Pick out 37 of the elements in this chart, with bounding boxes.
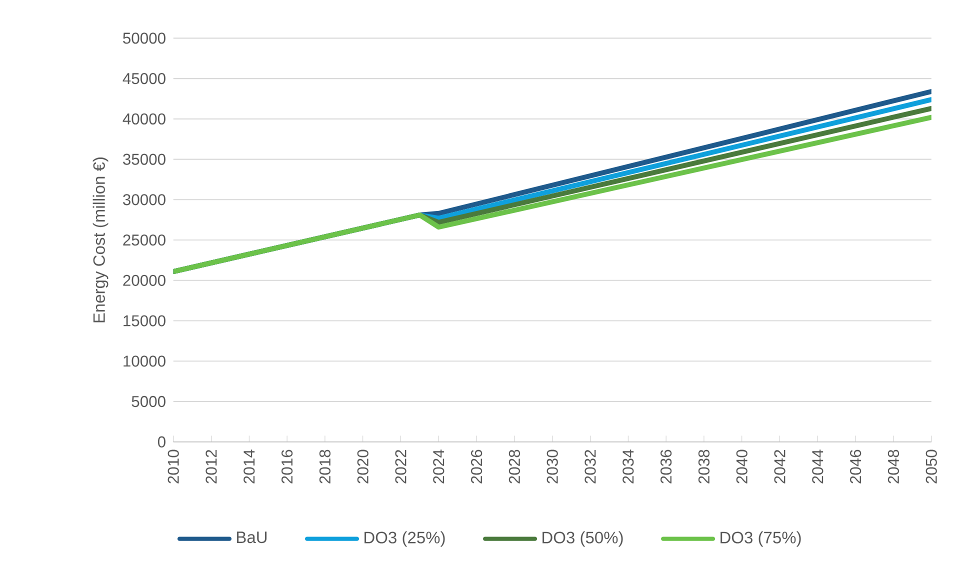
x-tick-label: 2044 <box>812 450 824 484</box>
legend-label: DO3 (25%) <box>364 531 445 547</box>
y-tick-label: 20000 <box>123 274 166 286</box>
legend-label: DO3 (75%) <box>720 531 801 547</box>
x-tick-label: 2024 <box>433 450 444 484</box>
x-tick-label: 2034 <box>622 450 634 484</box>
y-tick-label: 5000 <box>132 396 166 408</box>
x-tick-label: 2030 <box>546 450 558 484</box>
x-tick-label: 2046 <box>850 450 862 484</box>
y-tick-label: 35000 <box>122 154 166 165</box>
x-tick-label: 2022 <box>395 450 406 484</box>
x-tick-label: 2026 <box>470 450 482 484</box>
x-tick-label: 2032 <box>584 450 596 484</box>
legend-label: BaU <box>237 532 267 544</box>
y-tick-label: 25000 <box>123 234 166 246</box>
y-tick-label: 15000 <box>124 315 166 326</box>
x-tick-label: 2012 <box>206 450 217 484</box>
x-tick-label: 2016 <box>281 450 293 484</box>
y-axis-title: Energy Cost (million €) <box>92 158 108 322</box>
legend-label: DO3 (50%) <box>542 531 623 547</box>
y-tick-label: 0 <box>158 436 166 448</box>
x-tick-label: 2018 <box>319 450 331 484</box>
y-tick-label: 10000 <box>124 356 166 367</box>
x-tick-label: 2020 <box>357 450 368 484</box>
x-tick-label: 2038 <box>698 450 710 484</box>
y-tick-label: 40000 <box>122 113 166 125</box>
y-tick-label: 50000 <box>123 32 166 44</box>
x-tick-label: 2050 <box>926 450 937 484</box>
x-tick-label: 2048 <box>888 450 900 484</box>
x-tick-label: 2042 <box>774 450 786 484</box>
x-tick-label: 2036 <box>660 450 672 484</box>
y-tick-label: 45000 <box>122 73 166 84</box>
y-tick-label: 30000 <box>122 194 166 206</box>
x-tick-label: 2028 <box>508 450 520 484</box>
x-tick-label: 2014 <box>244 450 255 484</box>
x-tick-label: 2010 <box>168 450 179 484</box>
x-tick-label: 2040 <box>736 450 748 484</box>
